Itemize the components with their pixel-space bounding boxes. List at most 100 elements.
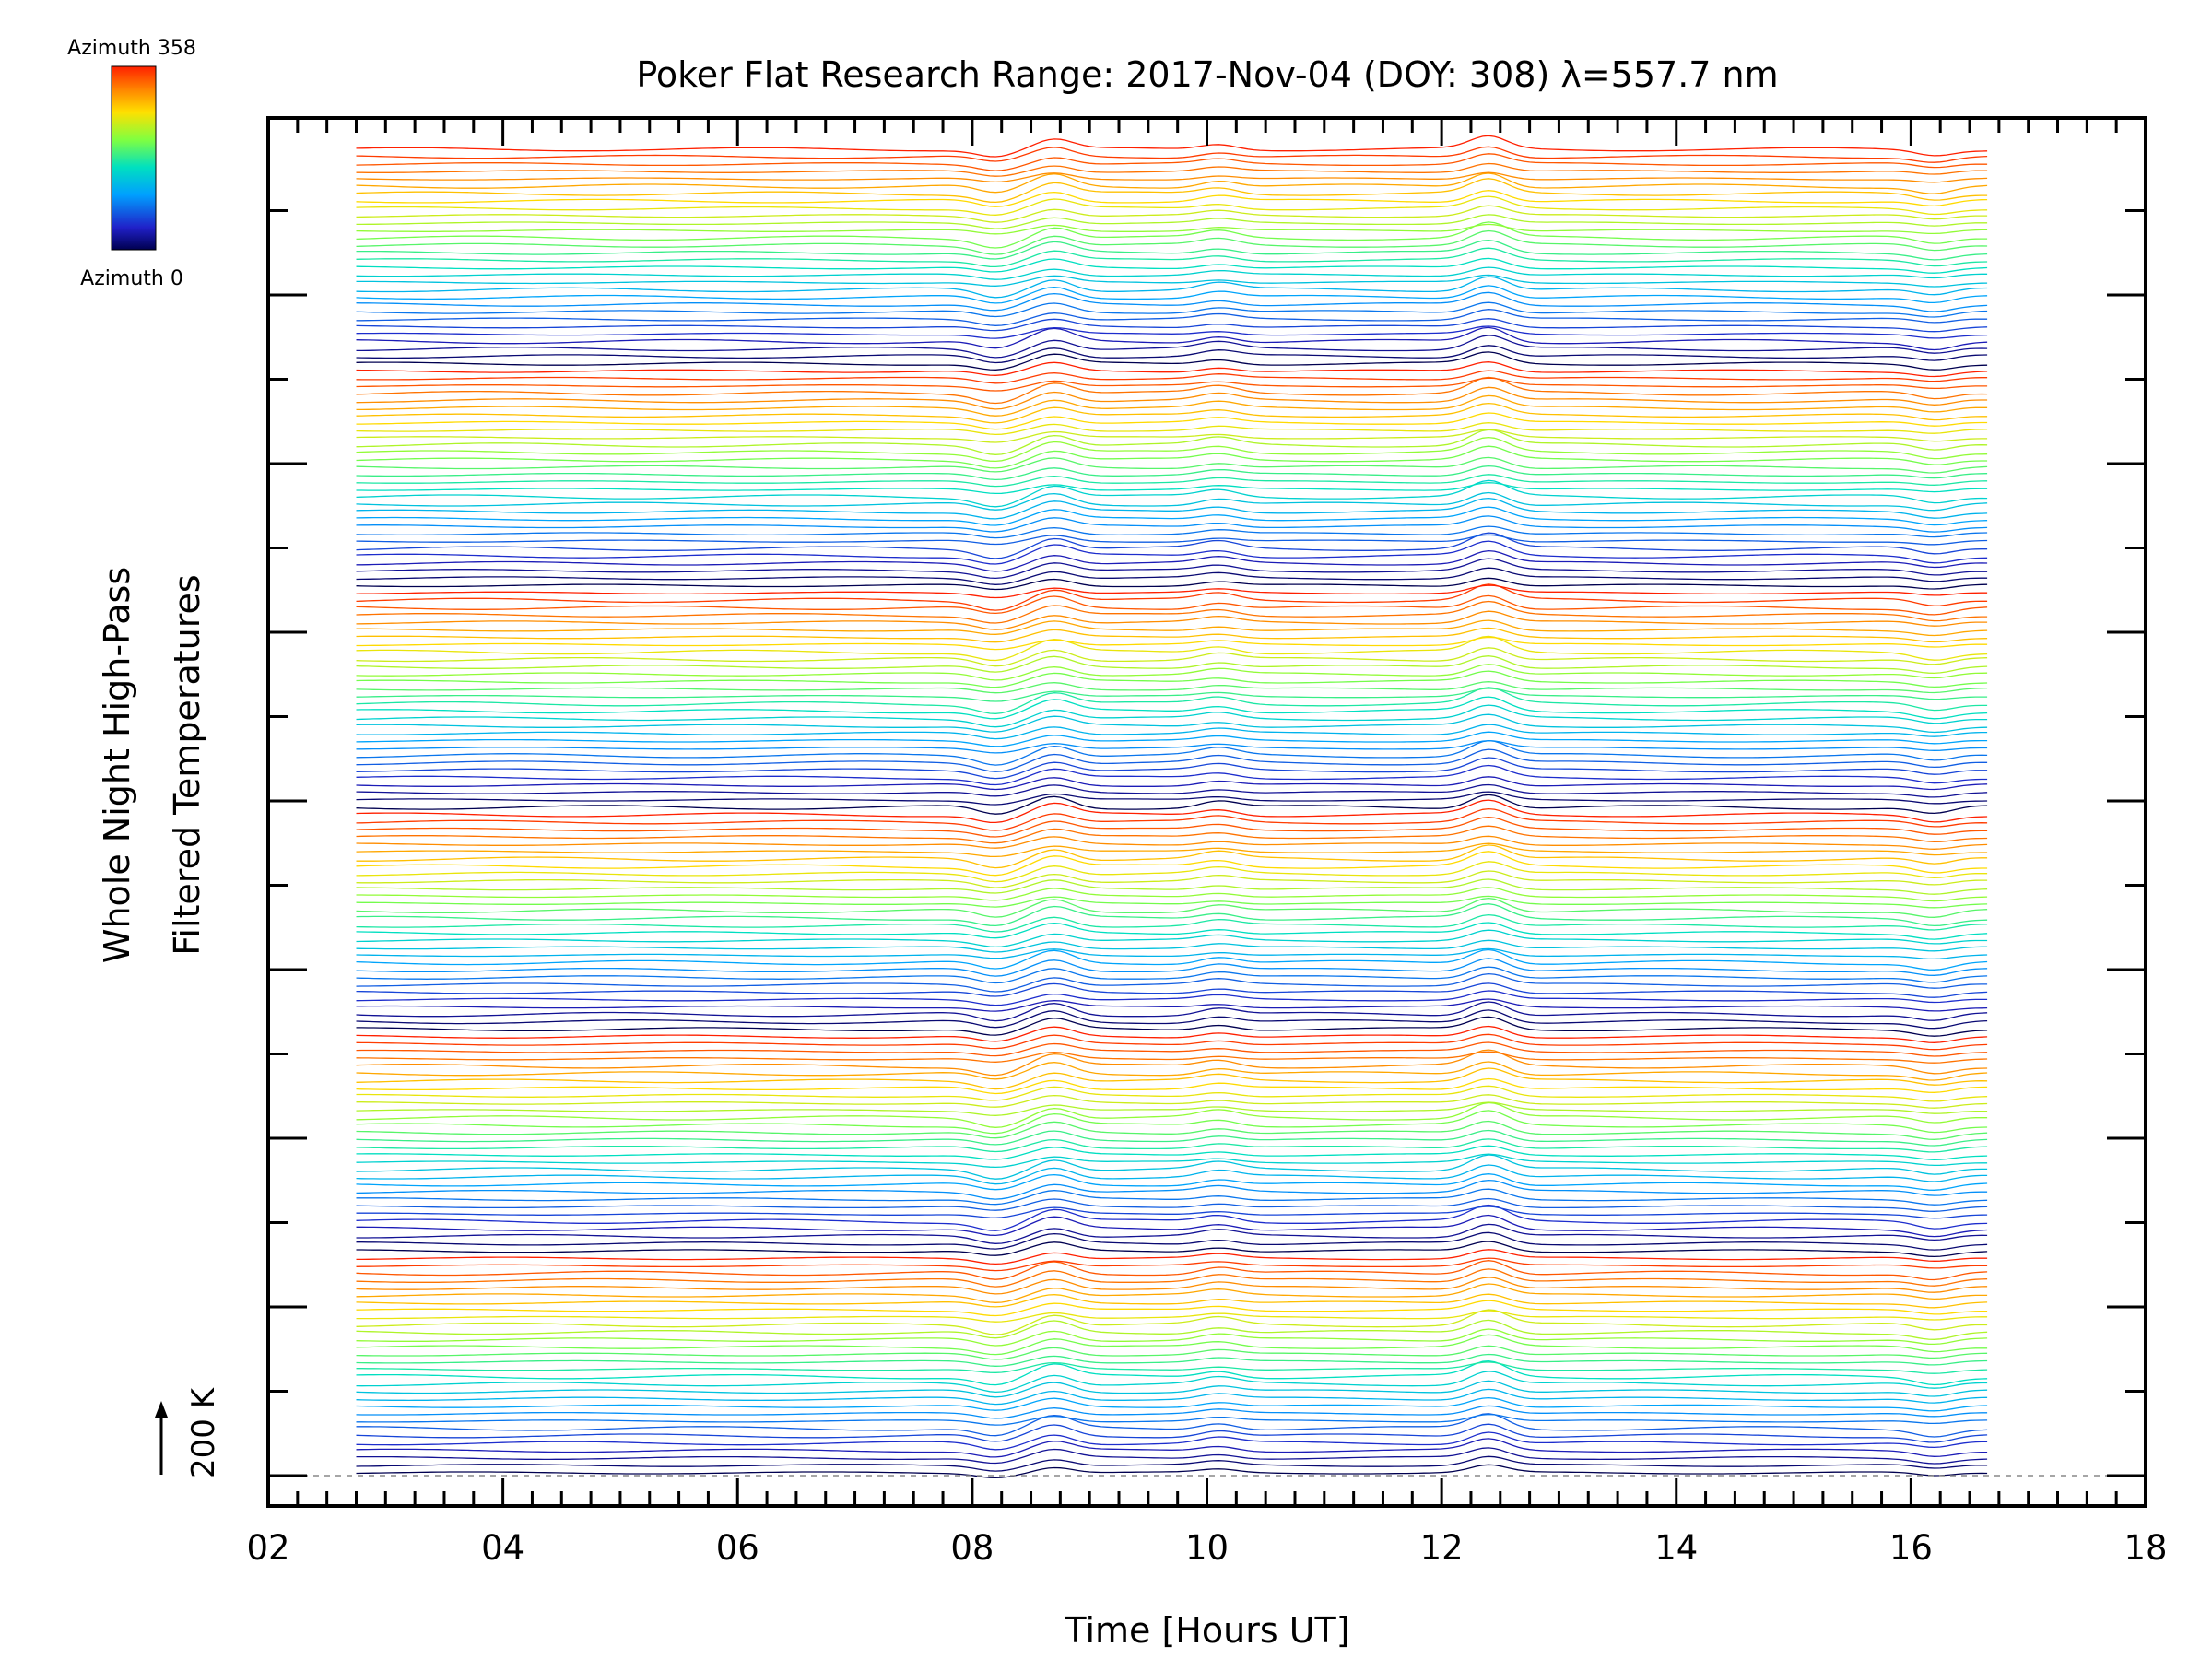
x-tick-label: 16 [1889, 1528, 1933, 1568]
trace-azimuth-238 [356, 584, 1988, 599]
trace-azimuth-324 [356, 266, 1988, 280]
trace-azimuth-344 [356, 190, 1988, 207]
trace-azimuth-332 [356, 229, 1988, 255]
trace-azimuth-146 [356, 922, 1988, 940]
trace-azimuth-300 [356, 351, 1988, 371]
trace-azimuth-240 [356, 577, 1988, 591]
scale-bar: 200 K [155, 1386, 222, 1478]
trace-azimuth-134 [356, 966, 1988, 984]
trace-azimuth-4 [356, 1447, 1988, 1465]
trace-azimuth-276 [356, 436, 1988, 463]
trace-azimuth-214 [356, 670, 1988, 688]
trace-azimuth-340 [356, 205, 1988, 223]
trace-azimuth-268 [356, 474, 1988, 488]
trace-azimuth-138 [356, 948, 1988, 971]
trace-azimuth-10 [356, 1423, 1988, 1443]
trace-azimuth-254 [356, 525, 1988, 539]
trace-azimuth-98 [356, 1101, 1988, 1116]
trace-azimuth-176 [356, 807, 1988, 831]
trace-azimuth-30 [356, 1353, 1988, 1367]
trace-azimuth-162 [356, 861, 1988, 883]
trace-azimuth-100 [356, 1094, 1988, 1109]
trace-azimuth-354 [356, 153, 1988, 171]
trace-azimuth-258 [356, 506, 1988, 526]
trace-azimuth-110 [356, 1049, 1988, 1077]
trace-azimuth-212 [356, 681, 1988, 694]
trace-azimuth-184 [356, 783, 1988, 798]
trace-azimuth-124 [356, 1001, 1988, 1022]
trace-azimuth-140 [356, 947, 1988, 960]
traces [356, 135, 1988, 1479]
trace-azimuth-104 [356, 1077, 1988, 1095]
colorbar-swatch [111, 65, 157, 251]
trace-azimuth-168 [356, 842, 1988, 858]
trace-azimuth-158 [356, 878, 1988, 895]
trace-azimuth-256 [356, 515, 1988, 533]
trace-azimuth-318 [356, 285, 1988, 304]
x-tick-labels: 02 04 06 08 10 12 14 16 18 [246, 1528, 2167, 1568]
trace-azimuth-132 [356, 972, 1988, 993]
trace-azimuth-50 [356, 1277, 1988, 1295]
trace-azimuth-248 [356, 540, 1988, 565]
trace-azimuth-170 [356, 835, 1988, 850]
x-tick-label: 12 [1420, 1528, 1464, 1568]
trace-azimuth-90 [356, 1129, 1988, 1147]
trace-azimuth-14 [356, 1413, 1988, 1426]
trace-azimuth-288 [356, 394, 1988, 417]
trace-azimuth-108 [356, 1061, 1988, 1081]
trace-azimuth-280 [356, 429, 1988, 443]
trace-azimuth-228 [356, 619, 1988, 637]
trace-azimuth-54 [356, 1260, 1988, 1281]
y-axis-label-line2: Filtered Temperatures [167, 574, 207, 955]
trace-azimuth-250 [356, 532, 1988, 559]
chart-title: Poker Flat Research Range: 2017-Nov-04 (… [636, 54, 1778, 95]
trace-azimuth-204 [356, 704, 1988, 728]
trace-azimuth-118 [356, 1025, 1988, 1043]
x-tick-label: 08 [950, 1528, 994, 1568]
trace-azimuth-358 [356, 135, 1988, 158]
colorbar: Azimuth 358 Azimuth 0 [67, 37, 196, 290]
trace-azimuth-286 [356, 402, 1988, 424]
trace-azimuth-178 [356, 799, 1988, 824]
trace-azimuth-130 [356, 982, 1988, 998]
trace-azimuth-22 [356, 1380, 1988, 1398]
trace-azimuth-64 [356, 1223, 1988, 1244]
trace-azimuth-96 [356, 1101, 1988, 1128]
trace-azimuth-308 [356, 325, 1988, 339]
trace-azimuth-320 [356, 276, 1988, 299]
trace-azimuth-76 [356, 1179, 1988, 1200]
trace-azimuth-242 [356, 567, 1988, 585]
trace-azimuth-42 [356, 1310, 1988, 1323]
trace-azimuth-88 [356, 1138, 1988, 1153]
trace-azimuth-164 [356, 851, 1988, 877]
y-axis-label-line1: Whole Night High-Pass [97, 567, 137, 963]
trace-azimuth-156 [356, 887, 1988, 902]
trace-azimuth-152 [356, 897, 1988, 918]
trace-azimuth-60 [356, 1241, 1988, 1258]
trace-azimuth-52 [356, 1268, 1988, 1288]
trace-azimuth-72 [356, 1197, 1988, 1212]
trace-azimuth-58 [356, 1249, 1988, 1265]
trace-azimuth-190 [356, 757, 1988, 780]
trace-azimuth-114 [356, 1041, 1988, 1057]
trace-azimuth-346 [356, 178, 1988, 204]
trace-azimuth-262 [356, 491, 1988, 512]
trace-azimuth-154 [356, 895, 1988, 909]
trace-azimuth-200 [356, 724, 1988, 740]
trace-azimuth-192 [356, 748, 1988, 772]
trace-azimuth-188 [356, 764, 1988, 786]
trace-azimuth-310 [356, 318, 1988, 333]
trace-azimuth-194 [356, 739, 1988, 766]
trace-azimuth-20 [356, 1388, 1988, 1406]
trace-azimuth-26 [356, 1359, 1988, 1386]
trace-azimuth-264 [356, 479, 1988, 508]
trace-azimuth-202 [356, 713, 1988, 734]
trace-azimuth-62 [356, 1231, 1988, 1251]
trace-azimuth-142 [356, 939, 1988, 953]
trace-azimuth-350 [356, 171, 1988, 183]
x-tick-label: 14 [1654, 1528, 1698, 1568]
trace-azimuth-94 [356, 1110, 1988, 1135]
trace-azimuth-68 [356, 1204, 1988, 1231]
trace-azimuth-82 [356, 1154, 1988, 1180]
trace-azimuth-316 [356, 291, 1988, 312]
